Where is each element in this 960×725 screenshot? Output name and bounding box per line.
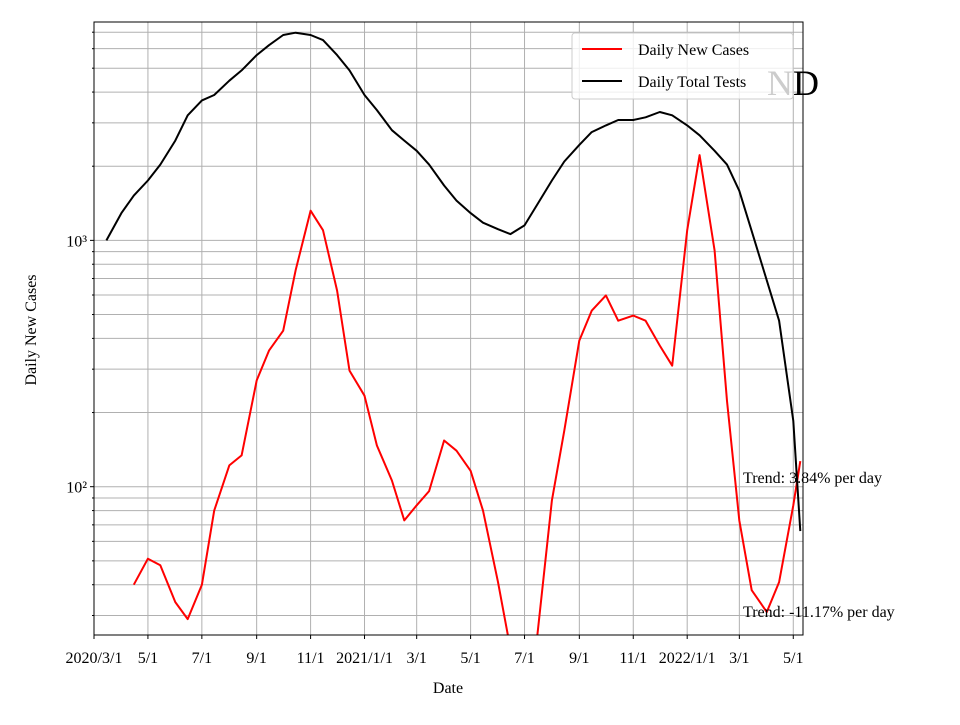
- legend-label: Daily Total Tests: [638, 74, 746, 91]
- data-line: [132, 154, 802, 635]
- y-tick-label: 10³: [66, 233, 87, 250]
- x-tick-label: 9/1: [246, 650, 266, 667]
- ticks: 10² 10³ 2020/3/1 5/1 7/1 9/1 11/1 2021/1/1 3/1 5/…: [66, 31, 804, 667]
- legend-label: Daily New Cases: [638, 42, 749, 59]
- x-tick-label: 5/1: [138, 650, 158, 667]
- legend-box: [571, 32, 794, 100]
- x-tick-label: 11/1: [297, 650, 325, 667]
- data-line: [105, 31, 802, 532]
- y-axis-label: Daily New Cases: [23, 274, 40, 385]
- x-tick-label: 3/1: [406, 650, 426, 667]
- x-tick-label: 11/1: [619, 650, 647, 667]
- x-tick-label: 2021/1/1: [336, 650, 393, 667]
- y-tick-label: 10²: [66, 480, 87, 497]
- annotation: Trend: -11.17% per day: [743, 604, 895, 621]
- x-tick-label: 3/1: [729, 650, 749, 667]
- legend: Daily New Cases Daily Total Tests: [571, 32, 794, 100]
- x-tick-label: 7/1: [514, 650, 534, 667]
- x-tick-label: 5/1: [783, 650, 803, 667]
- axes-frame: [93, 21, 804, 636]
- x-tick-label: 7/1: [192, 650, 212, 667]
- annotation: Trend: 3.84% per day: [743, 470, 882, 487]
- plot-lines: [105, 31, 802, 635]
- x-tick-label: 2020/3/1: [66, 650, 123, 667]
- x-tick-label: 5/1: [460, 650, 480, 667]
- x-axis-label: Date: [433, 680, 463, 697]
- x-tick-label: 9/1: [569, 650, 589, 667]
- x-tick-label: 2022/1/1: [659, 650, 716, 667]
